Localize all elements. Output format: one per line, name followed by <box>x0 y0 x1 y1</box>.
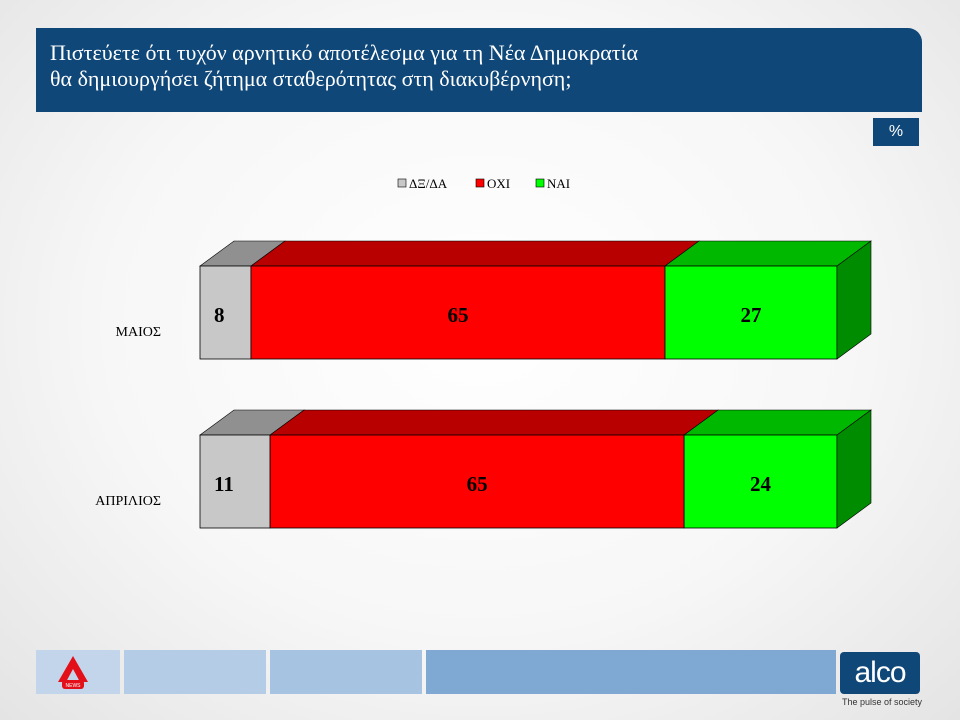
data-label-1-2: 24 <box>750 472 772 496</box>
legend-label-1: ΟΧΙ <box>487 176 510 191</box>
bar-side-1 <box>836 409 872 529</box>
footer-band-3 <box>270 650 422 694</box>
legend-swatch-2 <box>535 178 545 188</box>
bar-segment-1-0 <box>199 434 271 529</box>
bar-top-1-1 <box>269 409 720 436</box>
title-banner: Πιστεύετε ότι τυχόν αρνητικό αποτέλεσμα … <box>36 28 922 112</box>
legend-label-2: ΝΑΙ <box>547 176 570 191</box>
data-label-0-2: 27 <box>741 303 762 327</box>
bar-segment-0-1 <box>250 265 666 360</box>
category-label-1: ΑΠΡΙΛΙΟΣ <box>95 494 161 509</box>
bar-side-0 <box>836 240 872 360</box>
data-label-1-0: 11 <box>214 472 234 496</box>
data-label-0-1: 65 <box>447 303 468 327</box>
alco-tagline: The pulse of society <box>842 697 923 707</box>
bar-top-0-2 <box>664 240 872 267</box>
page-title: Πιστεύετε ότι τυχόν αρνητικό αποτέλεσμα … <box>50 40 908 92</box>
footer-band-2 <box>124 650 266 694</box>
bar-segment-0-2 <box>664 265 838 360</box>
bar-segment-1-2 <box>683 434 838 529</box>
bar-segment-0-0 <box>199 265 252 360</box>
legend-swatch-1 <box>475 178 485 188</box>
title-line-1: Πιστεύετε ότι τυχόν αρνητικό αποτέλεσμα … <box>50 40 639 65</box>
legend-swatch-0 <box>397 178 407 188</box>
data-label-0-0: 8 <box>214 303 225 327</box>
bar-segment-1-1 <box>269 434 685 529</box>
alco-logo: alco <box>840 652 920 694</box>
footer-band-4 <box>426 650 836 694</box>
bar-top-0-1 <box>250 240 700 267</box>
stacked-bar-chart: ΔΞ/ΔΑ ΟΧΙ ΝΑΙ 8 65 27 ΜΑΙΟΣ 11 65 24 ΑΠΡΙΛΙΟΣ <box>95 176 872 529</box>
svg-text:NEWS: NEWS <box>66 683 82 689</box>
data-label-1-1: 65 <box>467 472 488 496</box>
title-line-2: θα δημιουργήσει ζήτημα σταθερότητας στη … <box>50 66 572 91</box>
unit-badge: % <box>873 118 919 146</box>
alpha-news-logo: NEWS <box>58 656 88 689</box>
category-label-0: ΜΑΙΟΣ <box>116 325 161 340</box>
legend-label-0: ΔΞ/ΔΑ <box>409 176 448 191</box>
